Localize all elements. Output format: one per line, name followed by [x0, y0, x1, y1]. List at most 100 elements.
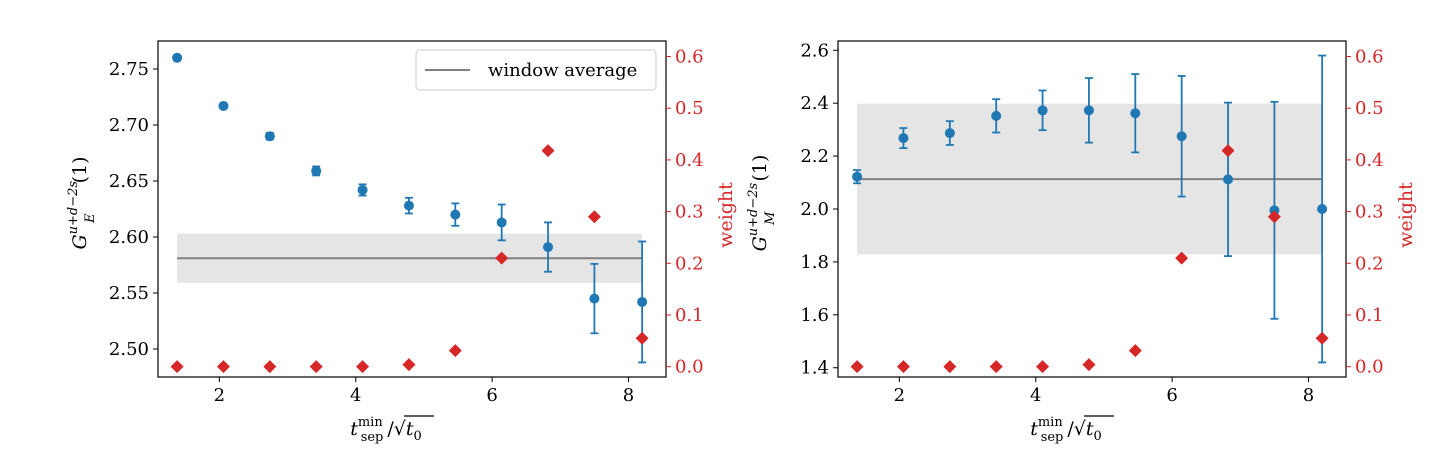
y-tick-label: 2.65 — [109, 171, 149, 192]
y-tick-label: 2.6 — [800, 40, 829, 61]
y-tick-label: 2.4 — [800, 93, 829, 114]
x-tick-label: 4 — [350, 385, 361, 406]
x-tick-label: 2 — [214, 385, 225, 406]
y2-tick-label: 0.0 — [1355, 357, 1384, 378]
y2-tick-label: 0.1 — [675, 305, 704, 326]
y2-tick-label: 0.1 — [1355, 305, 1384, 326]
data-marker — [898, 133, 909, 144]
data-marker — [311, 165, 322, 176]
y-tick-label: 2.2 — [800, 146, 829, 167]
data-point-2 — [898, 127, 909, 150]
y2-tick-label: 0.2 — [675, 253, 704, 274]
data-marker — [496, 217, 507, 228]
weight-marker-9 — [1221, 144, 1235, 158]
data-point-11 — [1317, 54, 1328, 364]
weight-marker-2 — [896, 360, 910, 374]
legend-box — [415, 49, 657, 91]
data-point-2 — [218, 100, 229, 111]
data-marker — [1083, 105, 1094, 116]
x-axis-label: tmin sep/√t0 — [1030, 415, 1102, 445]
x-tick-label: 6 — [486, 385, 497, 406]
weight-marker-1 — [850, 360, 864, 374]
data-marker — [1223, 174, 1234, 185]
data-point-7 — [1130, 73, 1141, 154]
y2-tick-label: 0.3 — [1355, 202, 1384, 223]
data-marker — [357, 184, 368, 195]
weight-marker-5 — [1036, 360, 1050, 374]
weight-marker-11 — [635, 331, 649, 345]
weight-marker-2 — [216, 360, 230, 374]
y-tick-label: 2.55 — [109, 283, 149, 304]
x-tick-label: 6 — [1166, 385, 1177, 406]
y-tick-label: 1.4 — [800, 358, 829, 379]
panel-left: 2 4 6 8 2.50 2.55 2.60 2.65 2.70 2.75 0.0 0.1 0.2 0.3… — [66, 40, 737, 445]
data-point-8 — [496, 203, 507, 242]
data-point-9 — [1223, 101, 1234, 257]
weight-marker-7 — [1128, 344, 1142, 358]
x-axis-label: tmin sep/√t0 — [350, 415, 422, 445]
data-point-8 — [1176, 75, 1187, 198]
data-point-4 — [311, 165, 322, 177]
data-point-3 — [944, 120, 955, 146]
weight-marker-10 — [1267, 210, 1281, 224]
weight-marker-4 — [989, 360, 1003, 374]
y-tick-label: 2.60 — [109, 227, 149, 248]
data-marker — [944, 128, 955, 139]
y2-tick-label: 0.6 — [675, 47, 704, 68]
weight-marker-5 — [356, 360, 370, 374]
data-marker — [450, 209, 461, 220]
data-point-4 — [991, 98, 1002, 134]
y-axis-label: Gu+d−2s E(1) — [66, 156, 98, 249]
data-marker — [1037, 105, 1048, 116]
data-point-3 — [264, 131, 275, 142]
data-point-1 — [172, 52, 183, 63]
panel-right: 2 4 6 8 1.4 1.6 1.8 2.0 2.2 2.4 2.6 0.0 0.1 0.2 0.3 0.4… — [746, 40, 1417, 445]
weight-marker-6 — [1082, 358, 1096, 372]
data-point-9 — [543, 221, 554, 273]
weight-marker-8 — [495, 251, 509, 265]
y2-tick-label: 0.3 — [675, 202, 704, 223]
data-point-5 — [1037, 89, 1048, 132]
weight-marker-11 — [1315, 331, 1329, 345]
data-point-6 — [403, 196, 414, 215]
y2-tick-label: 0.5 — [675, 98, 704, 119]
y-axis-label: Gu+d−2s M(1) — [746, 155, 778, 252]
y-tick-label: 2.50 — [109, 339, 149, 360]
legend-label: window average — [488, 60, 637, 81]
axes-frame — [157, 40, 667, 378]
y2-axis-label: weight — [1395, 182, 1417, 248]
data-marker — [1176, 131, 1187, 142]
data-point-5 — [357, 183, 368, 197]
y2-axis-label: weight — [715, 182, 737, 248]
weight-marker-8 — [1175, 251, 1189, 265]
y2-tick-label: 0.0 — [675, 357, 704, 378]
weight-marker-9 — [541, 144, 555, 158]
weight-marker-4 — [309, 360, 323, 374]
data-marker — [543, 242, 554, 253]
weight-marker-1 — [170, 360, 184, 374]
y-tick-label: 2.0 — [800, 199, 829, 220]
y2-tick-label: 0.2 — [1355, 253, 1384, 274]
x-tick-label: 2 — [894, 385, 905, 406]
y2-tick-label: 0.4 — [1355, 150, 1384, 171]
data-marker — [637, 296, 648, 307]
y2-tick-label: 0.6 — [1355, 47, 1384, 68]
data-marker — [1317, 204, 1328, 214]
x-tick-label: 8 — [623, 385, 634, 406]
x-tick-label: 8 — [1303, 385, 1314, 406]
x-tick-label: 4 — [1030, 385, 1041, 406]
weight-marker-3 — [263, 360, 277, 374]
data-marker — [991, 110, 1002, 121]
y-tick-label: 2.70 — [109, 115, 149, 136]
weight-marker-3 — [943, 360, 957, 374]
y-tick-label: 1.8 — [800, 252, 829, 273]
data-point-1 — [852, 169, 863, 185]
weight-marker-7 — [448, 344, 462, 358]
legend: window average — [415, 49, 657, 91]
data-point-7 — [450, 202, 461, 227]
data-point-6 — [1083, 77, 1094, 144]
y2-tick-label: 0.4 — [675, 150, 704, 171]
data-marker — [852, 171, 863, 182]
data-marker — [589, 293, 600, 304]
